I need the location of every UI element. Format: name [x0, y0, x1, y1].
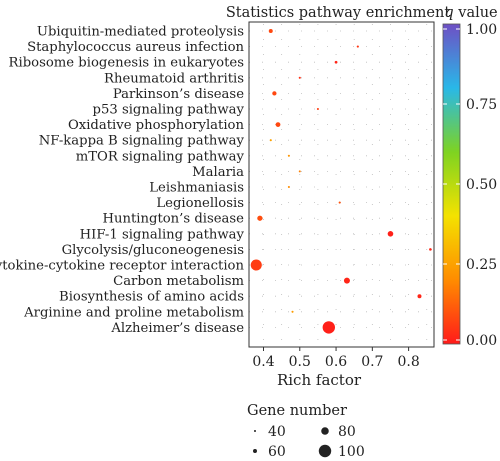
data-point [429, 248, 432, 251]
y-tick-label: Cytokine-cytokine receptor interaction [0, 259, 245, 274]
data-point [387, 230, 394, 237]
y-tick-label: Leishmaniasis [149, 181, 244, 196]
size-legend-marker [318, 444, 332, 458]
data-point [268, 29, 273, 33]
y-tick-label: Alzheimer’s disease [110, 321, 244, 336]
data-point [272, 91, 277, 96]
y-axis-labels: Ubiquitin-mediated proteolysisStaphyloco… [0, 25, 245, 336]
data-point [250, 259, 262, 271]
colorbar-tick-label: 0.50 [466, 177, 497, 193]
y-tick-label: NF-kappa B signaling pathway [39, 134, 245, 149]
data-point [343, 277, 350, 284]
colorbar-ticks: 0.00 0.25 0.50 0.75 1.00 [443, 22, 497, 349]
data-point [334, 60, 338, 64]
x-tick-label: 0.5 [289, 354, 311, 370]
y-tick-label: Staphylococcus aureus infection [27, 40, 244, 55]
data-point [316, 107, 319, 111]
y-tick-label: Carbon metabolism [113, 274, 244, 289]
x-tick-label: 0.7 [361, 354, 383, 370]
colorbar-tick-label: 1.00 [466, 22, 497, 38]
y-tick-label: Rheumatoid arthritis [104, 71, 244, 86]
y-tick-label: p53 signaling pathway [93, 103, 245, 118]
y-tick-label: Ribosome biogenesis in eukaryotes [9, 56, 245, 71]
y-tick-label: Parkinson’s disease [113, 87, 244, 102]
y-tick-label: mTOR signaling pathway [76, 149, 245, 164]
x-axis: 0.4 0.5 0.6 0.7 0.8 [252, 347, 420, 370]
colorbar-tick-label: 0.00 [466, 333, 497, 349]
colorbar-title: q value [444, 5, 497, 21]
data-point [269, 139, 272, 142]
y-tick-label: HIF-1 signaling pathway [80, 227, 245, 242]
data-point [298, 170, 301, 173]
y-tick-label: Biosynthesis of amino acids [59, 290, 244, 305]
y-tick-label: Huntington’s disease [103, 212, 245, 227]
plot-frame [248, 21, 435, 348]
size-legend-label: 40 [268, 424, 286, 440]
colorbar-tick-label: 0.75 [466, 97, 497, 113]
size-legend-label: 80 [338, 424, 356, 440]
data-point [287, 154, 290, 157]
y-tick-label: Legionellosis [156, 196, 244, 211]
data-point [298, 76, 301, 79]
y-tick-label: Oxidative phosphorylation [68, 118, 245, 133]
data-point [287, 185, 290, 189]
colorbar-tick-label: 0.25 [466, 257, 497, 273]
y-tick-label: Glycolysis/gluconeogenesis [62, 243, 245, 258]
data-point [257, 215, 263, 221]
grid [249, 24, 434, 345]
data-point [291, 310, 294, 313]
size-legend-marker [321, 427, 329, 435]
size-legend-label: 100 [338, 444, 365, 460]
size-legend-marker [253, 429, 257, 433]
x-axis-label: Rich factor [277, 371, 362, 389]
size-legend-marker [253, 449, 257, 453]
size-legend-title: Gene number [247, 403, 347, 419]
data-point [417, 294, 422, 299]
color-legend: q value 0.00 0.25 0.50 0.75 1.00 [442, 5, 498, 349]
x-tick-label: 0.4 [252, 354, 274, 370]
y-tick-label: Ubiquitin-mediated proteolysis [37, 25, 244, 40]
x-tick-label: 0.6 [325, 354, 347, 370]
data-point [322, 321, 336, 334]
data-point [356, 45, 359, 48]
y-tick-label: Arginine and proline metabolism [23, 305, 244, 320]
size-legend-label: 60 [268, 444, 286, 460]
size-legend: Gene number 40 60 80 100 [247, 403, 365, 460]
chart-title: Statistics pathway enrichment [226, 5, 451, 21]
data-point [338, 201, 341, 204]
y-tick-label: Malaria [192, 165, 244, 180]
data-points [250, 29, 432, 334]
x-tick-label: 0.8 [397, 354, 419, 370]
data-point [275, 122, 281, 127]
